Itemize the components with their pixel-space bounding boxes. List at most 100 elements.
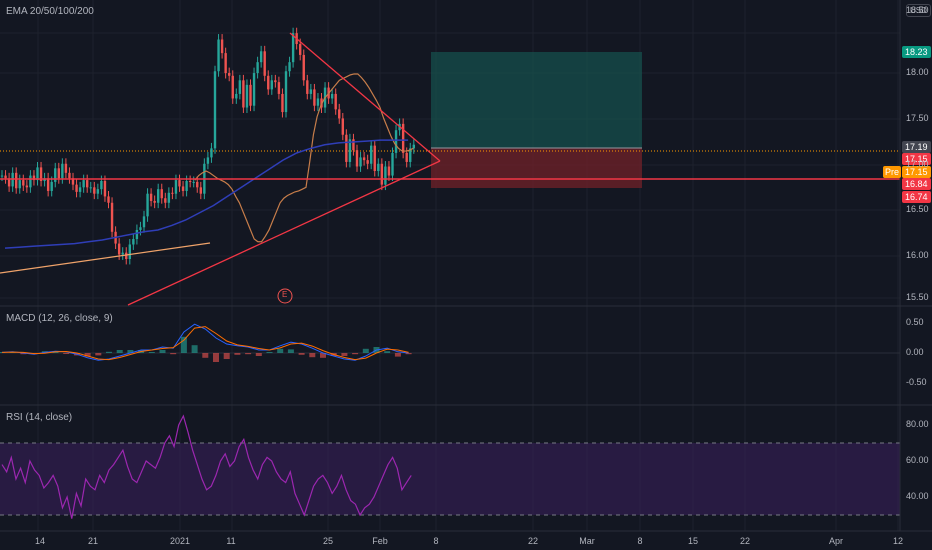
macd-indicator-label[interactable]: MACD (12, 26, close, 9): [6, 313, 113, 324]
ascending-trendline[interactable]: [127, 160, 441, 306]
candle-body: [306, 80, 309, 94]
last-price-badge: 17.19: [902, 141, 931, 153]
macd-histogram-bar: [234, 353, 241, 355]
candle-body: [309, 89, 313, 94]
earnings-marker-circle[interactable]: [277, 288, 293, 304]
time-tick-label: 2021: [169, 536, 191, 546]
candle-body: [249, 84, 252, 106]
ema-indicator-label[interactable]: EMA 20/50/100/200: [6, 6, 94, 17]
candle-body: [93, 187, 96, 194]
time-tick-label: 8: [433, 536, 439, 546]
macd-histogram-bar: [287, 349, 294, 353]
macd-histogram-bar: [213, 353, 219, 362]
candle-body: [181, 186, 185, 191]
time-tick-label: 25: [322, 536, 334, 546]
candle-body: [75, 184, 78, 192]
axis-tick-label: 60.00: [906, 455, 929, 465]
candle-body: [412, 144, 415, 149]
candle-body: [256, 62, 259, 74]
time-tick-label: Mar: [579, 536, 595, 546]
candle-body: [377, 163, 380, 172]
macd-histogram-bar: [341, 353, 348, 356]
ema-200-line: [4, 139, 409, 249]
candlestick-series: [0, 27, 415, 265]
candle-body: [39, 167, 43, 181]
candle-body: [54, 168, 57, 182]
axis-tick-label: 15.50: [906, 292, 929, 302]
candle-body: [409, 148, 412, 162]
old-uptrend-line[interactable]: [0, 242, 211, 274]
candle-body: [270, 80, 273, 90]
candle-body: [373, 145, 376, 172]
candle-body: [46, 178, 50, 191]
candle-body: [238, 80, 242, 94]
candle-body: [135, 229, 139, 240]
macd-histogram-bar: [63, 353, 70, 354]
candle-body: [142, 216, 146, 228]
macd-histogram-bar: [148, 352, 155, 353]
macd-histogram-bar: [191, 345, 198, 353]
candle-body: [405, 152, 408, 162]
axis-tick-label: 0.50: [906, 317, 924, 327]
candle-body: [242, 80, 245, 108]
candle-body: [370, 145, 373, 164]
axis-tick-label: 17.00: [906, 159, 929, 169]
candle-body: [196, 181, 199, 188]
candle-body: [153, 200, 156, 203]
macd-histogram-bar: [320, 353, 326, 358]
candle-body: [82, 180, 85, 188]
candle-body: [117, 243, 121, 255]
premarket-tag: Pre: [883, 166, 902, 178]
time-tick-label: Apr: [828, 536, 844, 546]
candle-body: [185, 180, 188, 191]
candle-body: [29, 175, 32, 188]
time-tick-label: 22: [739, 536, 751, 546]
candle-body: [32, 175, 36, 181]
macd-signal-line: [1, 326, 409, 361]
candle-body: [100, 180, 103, 190]
candle-body: [217, 39, 220, 72]
candle-body: [160, 189, 163, 199]
time-tick-label: 22: [527, 536, 539, 546]
candle-body: [132, 239, 135, 245]
time-tick-label: 15: [687, 536, 699, 546]
macd-histogram-bar: [384, 351, 391, 353]
earnings-marker-label[interactable]: E: [282, 290, 288, 299]
candle-body: [338, 109, 341, 119]
candle-body: [149, 193, 153, 201]
candle-body: [259, 51, 263, 63]
candle-body: [96, 189, 100, 194]
candle-body: [228, 73, 231, 76]
rsi-indicator-label[interactable]: RSI (14, close): [6, 412, 73, 423]
candle-body: [394, 130, 398, 153]
descending-trendline[interactable]: [289, 32, 441, 162]
candle-body: [284, 71, 288, 113]
candle-body: [263, 51, 266, 76]
premarket-price-badge: 17.15: [902, 166, 931, 178]
candle-body: [220, 39, 224, 54]
candle-body: [103, 180, 107, 197]
currency-badge[interactable]: USD: [906, 4, 931, 17]
candle-body: [167, 192, 171, 203]
candle-body: [174, 180, 178, 194]
axis-tick-label: 40.00: [906, 491, 929, 501]
rsi-band-background: [0, 443, 900, 515]
price-badge-2: 17.15: [902, 153, 931, 165]
macd-histogram-bar: [245, 353, 252, 355]
stop-zone[interactable]: [431, 148, 642, 188]
candle-body: [164, 198, 167, 203]
candle-body: [213, 71, 217, 149]
candle-body: [50, 181, 53, 191]
time-tick-label: 11: [226, 536, 236, 546]
candle-body: [320, 98, 323, 108]
candle-body: [89, 187, 92, 189]
time-tick-label: 21: [87, 536, 99, 546]
candle-body: [334, 93, 337, 110]
candle-body: [384, 166, 387, 185]
target-zone[interactable]: [431, 52, 642, 148]
candle-body: [252, 73, 256, 106]
candle-body: [231, 75, 234, 99]
candle-body: [355, 150, 359, 167]
candle-body: [288, 62, 291, 72]
